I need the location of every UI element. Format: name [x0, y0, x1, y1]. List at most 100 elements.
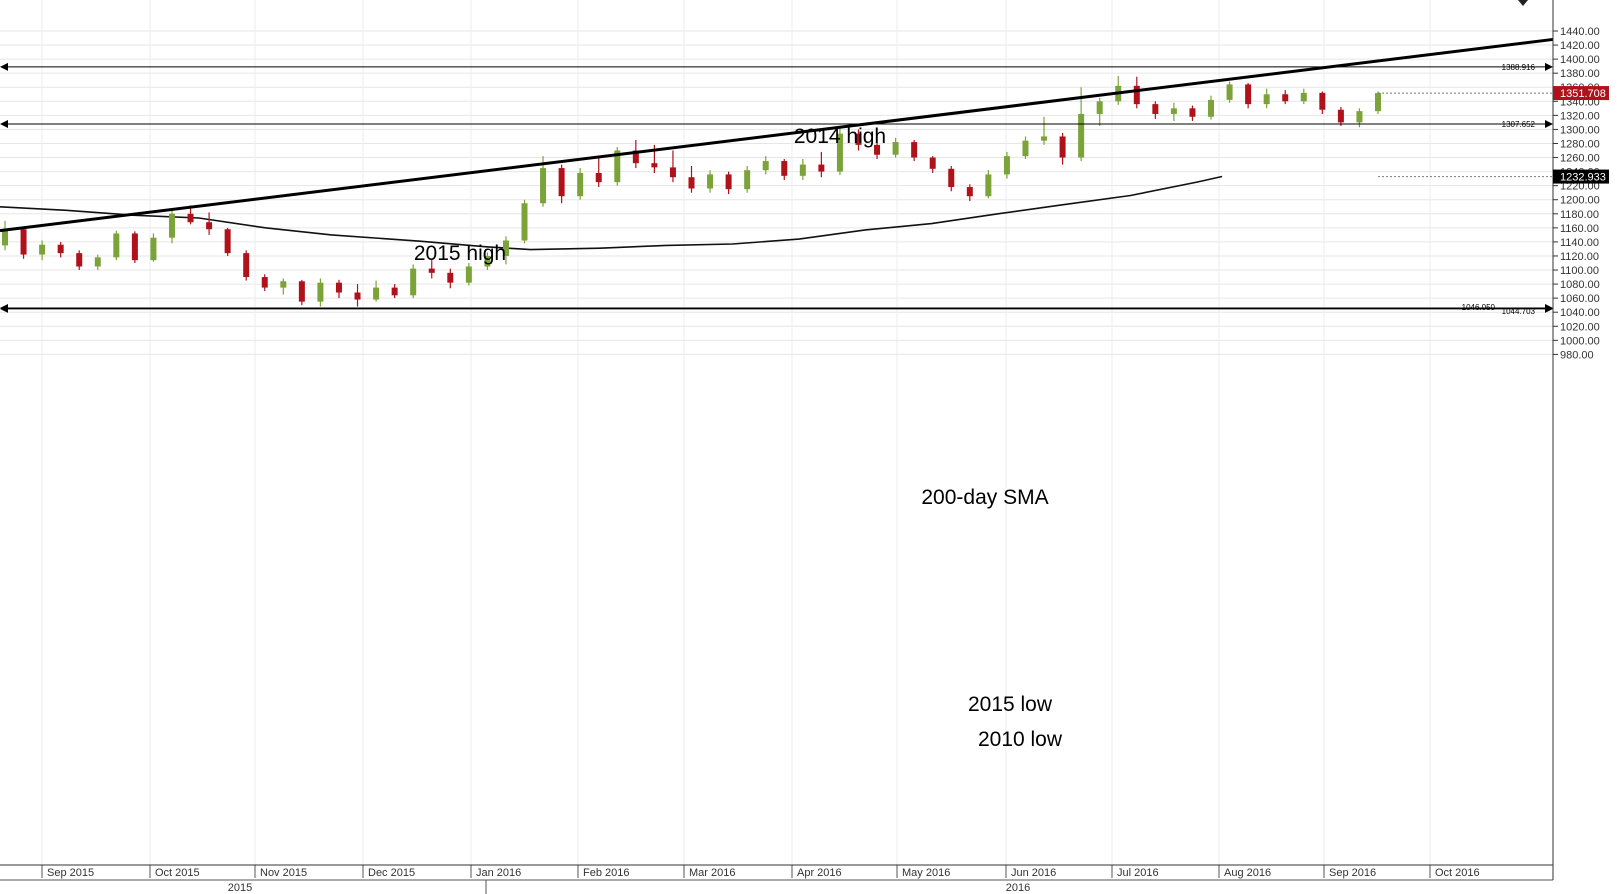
candle-body: [1003, 156, 1010, 175]
level-label: 1307.652: [1502, 120, 1536, 129]
annotation-2015-high: 2015 high: [414, 242, 506, 265]
candle-body: [94, 257, 101, 267]
candle: [985, 170, 992, 199]
candle: [1208, 95, 1215, 120]
x-tick-label: Sep 2015: [47, 867, 94, 879]
candle-body: [1152, 104, 1159, 114]
candle-body: [317, 282, 324, 302]
level-label: 1044.703: [1502, 307, 1536, 316]
candle-body: [985, 174, 992, 197]
horizontal-levels: 1388.916 1307.652 1046.050 1044.703: [0, 63, 1553, 316]
y-tick-label: 1400.00: [1560, 54, 1600, 66]
candle-body: [298, 281, 305, 302]
candle: [502, 236, 509, 265]
arrow-right-icon: [1545, 120, 1553, 129]
candle: [465, 262, 472, 286]
arrow-right-icon: [1545, 62, 1553, 71]
value-tags: 1351.708 1232.933: [1378, 86, 1609, 184]
candle-body: [168, 213, 175, 238]
candle-body: [1263, 94, 1270, 105]
candle: [1282, 90, 1289, 105]
arrow-right-icon: [1545, 304, 1553, 313]
annotation-2015-low: 2015 low: [968, 693, 1053, 716]
candle: [929, 156, 936, 174]
candle-body: [929, 157, 936, 169]
candle-body: [2, 229, 8, 246]
candle-body: [836, 133, 843, 172]
candle: [373, 280, 380, 302]
candle-body: [911, 142, 918, 158]
y-tick-label: 1320.00: [1560, 110, 1600, 122]
candle-body: [1189, 108, 1196, 117]
current-price-label: 1351.708: [1560, 88, 1606, 100]
x-tick-label: Mar 2016: [689, 867, 735, 879]
sma-value-label: 1232.933: [1560, 172, 1606, 184]
x-tick-label: Jan 2016: [476, 867, 521, 879]
candle: [354, 284, 361, 307]
candle: [614, 146, 621, 186]
y-tick-label: 1160.00: [1560, 223, 1599, 235]
candle-body: [688, 177, 695, 189]
candle: [410, 264, 417, 299]
candle-body: [57, 244, 64, 254]
candle-body: [280, 281, 287, 288]
candle: [428, 260, 435, 279]
candle: [799, 158, 806, 181]
level-label: 1388.916: [1502, 63, 1536, 72]
candle-body: [465, 266, 472, 283]
candle-body: [1356, 111, 1363, 123]
arrow-left-icon: [0, 120, 8, 129]
candle: [558, 164, 565, 204]
candle: [1096, 97, 1103, 126]
candle-body: [781, 161, 788, 176]
candle-body: [261, 277, 268, 288]
x-tick-label: Oct 2016: [1435, 867, 1480, 879]
candle: [57, 241, 64, 258]
candle: [948, 165, 955, 192]
candle-body: [799, 164, 806, 176]
candle: [335, 279, 342, 299]
candle-body: [1300, 92, 1307, 102]
x-tick-label: Oct 2015: [155, 867, 200, 879]
candle-body: [1208, 99, 1215, 117]
candle: [892, 137, 899, 158]
candle: [1059, 132, 1066, 165]
trendline: [0, 37, 1554, 233]
candle: [447, 268, 454, 289]
candle: [94, 254, 101, 271]
candle-body: [614, 150, 621, 183]
candle-body: [1245, 84, 1252, 105]
candle-body: [354, 292, 361, 300]
y-tick-label: 1100.00: [1560, 265, 1599, 277]
current-price-tag: [1553, 86, 1609, 101]
candle: [1170, 102, 1177, 121]
x-tick-label: Feb 2016: [583, 867, 629, 879]
candle-body: [818, 164, 825, 172]
candle-body: [1022, 140, 1029, 157]
candle-body: [39, 244, 46, 255]
y-tick-label: 1180.00: [1560, 209, 1599, 221]
year-label: 2016: [1006, 882, 1030, 894]
candle: [1022, 136, 1029, 159]
sma-200-line: [0, 175, 1223, 251]
y-tick-label: 1260.00: [1560, 153, 1600, 165]
candle: [744, 165, 751, 193]
candle: [261, 274, 268, 292]
candle-body: [447, 272, 454, 283]
candle-body: [20, 229, 27, 255]
candle: [781, 158, 788, 181]
candle-body: [1319, 92, 1326, 110]
annotation-2010-low: 2010 low: [978, 728, 1063, 751]
candle-body: [948, 168, 955, 188]
candle: [280, 278, 287, 295]
candle: [1115, 75, 1122, 105]
candle-body: [521, 203, 528, 241]
candle: [131, 231, 138, 263]
candle: [20, 227, 27, 259]
level-label: 1046.050: [1462, 303, 1496, 312]
candle-body: [669, 167, 676, 178]
candle: [1245, 83, 1252, 109]
candle-body: [373, 287, 380, 300]
candle-body: [1041, 136, 1048, 141]
candle: [836, 128, 843, 176]
